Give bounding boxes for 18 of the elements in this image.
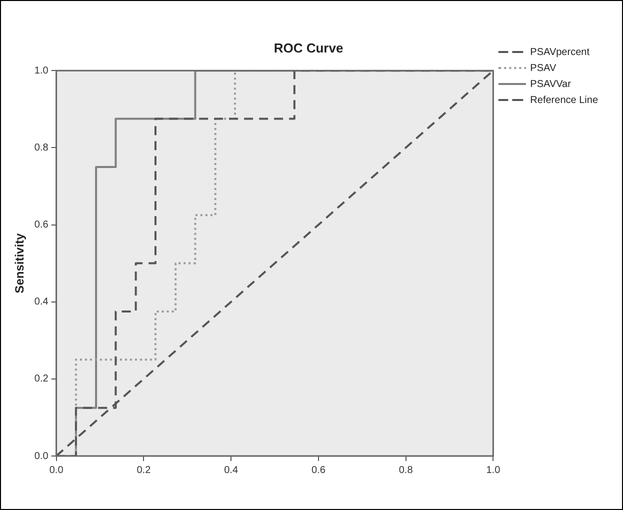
legend-label: PSAVVar [530,78,572,90]
x-tick-label: 0.0 [49,464,64,476]
x-tick-label: 0.8 [398,464,414,476]
y-tick-label: 1.0 [34,65,49,76]
x-tick-label: 0.2 [136,464,152,476]
legend-label: PSAV [530,62,556,74]
x-tick-label: 0.4 [224,464,238,476]
y-tick-label: 0.6 [34,220,49,231]
legend-label: PSAVpercent [530,46,590,58]
y-tick-label: 0.2 [34,374,49,385]
chart-title: ROC Curve [274,40,344,56]
y-axis-title: Sensitivity [12,232,27,294]
y-tick-label: 0.0 [34,450,49,462]
y-tick-label: 0.4 [34,296,49,308]
x-tick-label: 1.0 [486,464,501,476]
y-tick-label: 0.8 [34,142,49,154]
x-tick-label: 0.6 [311,464,326,476]
legend-label: Reference Line [530,94,598,106]
